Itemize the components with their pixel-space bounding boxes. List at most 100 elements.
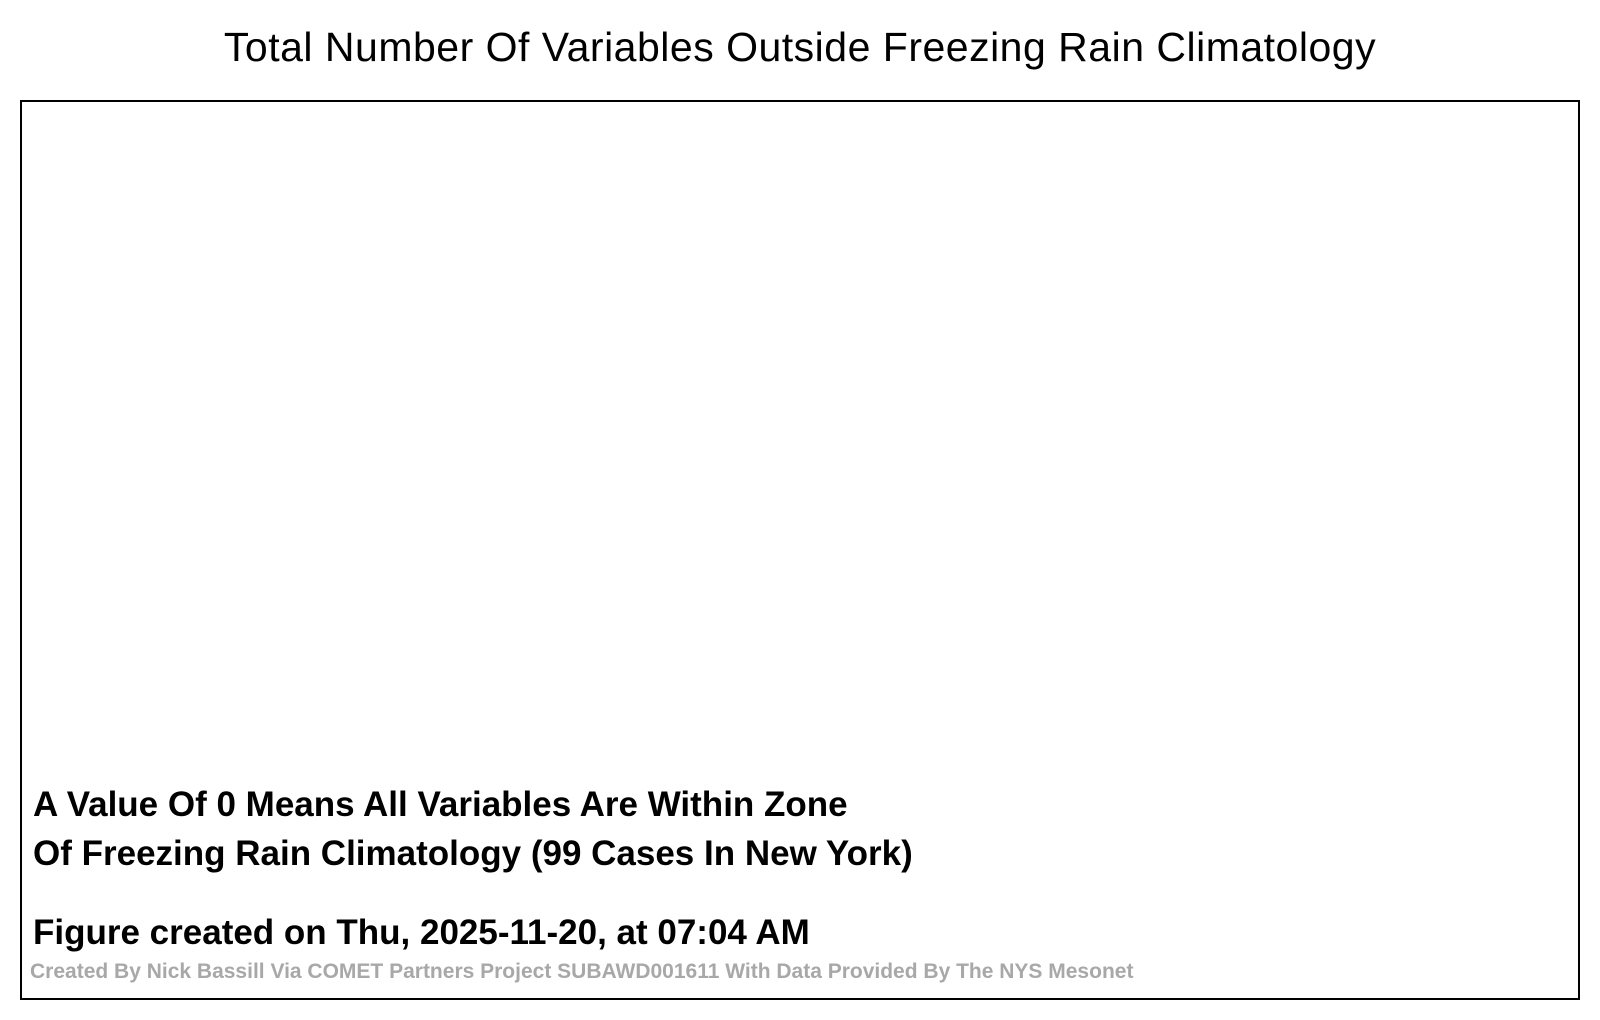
station-value: 0	[349, 493, 371, 529]
station-value: 0	[1179, 608, 1201, 644]
station-marker: 0	[1018, 686, 1052, 724]
station-marker: 0	[383, 458, 417, 496]
station-marker: 0	[1103, 451, 1137, 489]
station-marker: 2	[1108, 841, 1142, 879]
station-marker: 0	[433, 641, 467, 679]
station-value: 0	[954, 523, 976, 559]
station-value: 0	[1029, 408, 1051, 444]
station-marker: 0	[1013, 733, 1047, 771]
station-marker: 1	[1150, 236, 1184, 274]
station-marker: 0	[848, 471, 882, 509]
station-marker: 0	[968, 656, 1002, 694]
station-marker: 0	[1023, 553, 1057, 591]
station-marker: 0	[443, 501, 477, 539]
station-value: 0	[1229, 138, 1251, 174]
station-value: 0	[729, 540, 751, 576]
station-value: 0	[804, 433, 826, 469]
station-marker: 0	[1103, 646, 1137, 684]
station-value: 0	[764, 488, 786, 524]
station-marker: 0	[803, 271, 837, 309]
station-value: 0	[689, 293, 711, 329]
station-marker: 0	[493, 443, 527, 481]
station-value: 0	[904, 633, 926, 669]
station-marker: 0	[993, 596, 1027, 634]
station-value: 1	[1156, 238, 1178, 274]
station-value: 0	[679, 583, 701, 619]
station-value: 0	[1157, 138, 1179, 174]
station-marker: 0	[936, 186, 970, 224]
station-value: 0	[499, 548, 521, 584]
station-value: 0	[734, 348, 756, 384]
station-marker: 0	[1163, 374, 1197, 412]
station-value: 0	[1211, 473, 1233, 509]
station-marker: 0	[318, 451, 352, 489]
station-value: 0	[1129, 570, 1151, 606]
station-marker: 0	[598, 606, 632, 644]
figure-title: Total Number Of Variables Outside Freezi…	[223, 24, 1377, 70]
station-value: 2	[1114, 843, 1136, 879]
station-marker: 1	[1135, 771, 1169, 809]
station-value: 0	[669, 483, 691, 519]
station-marker: 0	[1151, 136, 1185, 174]
station-marker: 0	[568, 561, 602, 599]
station-marker: 0	[753, 571, 787, 609]
station-marker: 0	[843, 566, 877, 604]
station-value: 0	[524, 673, 546, 709]
station-marker: 0	[228, 496, 262, 534]
station-marker: 0	[383, 586, 417, 624]
station-marker: 1	[588, 661, 622, 699]
station-value: 0	[929, 143, 951, 179]
station-marker: 1	[1093, 751, 1127, 789]
station-marker: 0	[1123, 264, 1157, 302]
station-marker: 1	[1168, 811, 1202, 849]
station-value: 0	[1019, 735, 1041, 771]
station-value: 0	[74, 678, 96, 714]
station-value: 1	[1209, 723, 1231, 759]
station-value: 0	[919, 573, 941, 609]
station-value: 0	[942, 188, 964, 224]
station-value: 0	[849, 568, 871, 604]
station-marker: 0	[928, 349, 962, 387]
station-value: 0	[1054, 828, 1076, 864]
station-marker: 0	[1231, 404, 1265, 442]
station-value: 0	[1009, 348, 1031, 384]
station-marker: 0	[663, 481, 697, 519]
station-marker: 0	[648, 541, 682, 579]
station-marker: 0	[1023, 406, 1057, 444]
station-value: 0	[1034, 518, 1056, 554]
station-marker: 1	[1218, 656, 1252, 694]
station-value: 0	[934, 351, 956, 387]
station-value: 0	[324, 453, 346, 489]
station-marker: 0	[178, 571, 212, 609]
station-marker: 0	[883, 538, 917, 576]
station-value: 0	[389, 588, 411, 624]
station-value: 0	[759, 573, 781, 609]
station-value: 0	[439, 643, 461, 679]
station-value: 0	[1182, 313, 1204, 349]
station-value: 0	[944, 448, 966, 484]
station-value: 0	[1109, 713, 1131, 749]
station-marker: 0	[1205, 471, 1239, 509]
station-value: 1	[1141, 773, 1163, 809]
station-marker: 0	[853, 361, 887, 399]
station-value: 0	[814, 643, 836, 679]
station-value: 0	[1109, 453, 1131, 489]
station-marker: 0	[728, 431, 762, 469]
station-value: 0	[209, 658, 231, 694]
station-value: 0	[809, 273, 831, 309]
station-value: 0	[854, 473, 876, 509]
station-marker: 0	[723, 538, 757, 576]
station-marker: 0	[813, 521, 847, 559]
station-value: 0	[1094, 228, 1116, 264]
station-value: 1	[869, 668, 891, 704]
station-marker: 0	[1038, 621, 1072, 659]
station-value: 0	[964, 768, 986, 804]
station-marker: 0	[1103, 711, 1137, 749]
station-marker: 0	[683, 291, 717, 329]
station-value: 2	[1157, 928, 1179, 964]
station-marker: 0	[588, 453, 622, 491]
station-value: 0	[929, 713, 951, 749]
station-value: 0	[499, 445, 521, 481]
station-marker: 1	[863, 666, 897, 704]
